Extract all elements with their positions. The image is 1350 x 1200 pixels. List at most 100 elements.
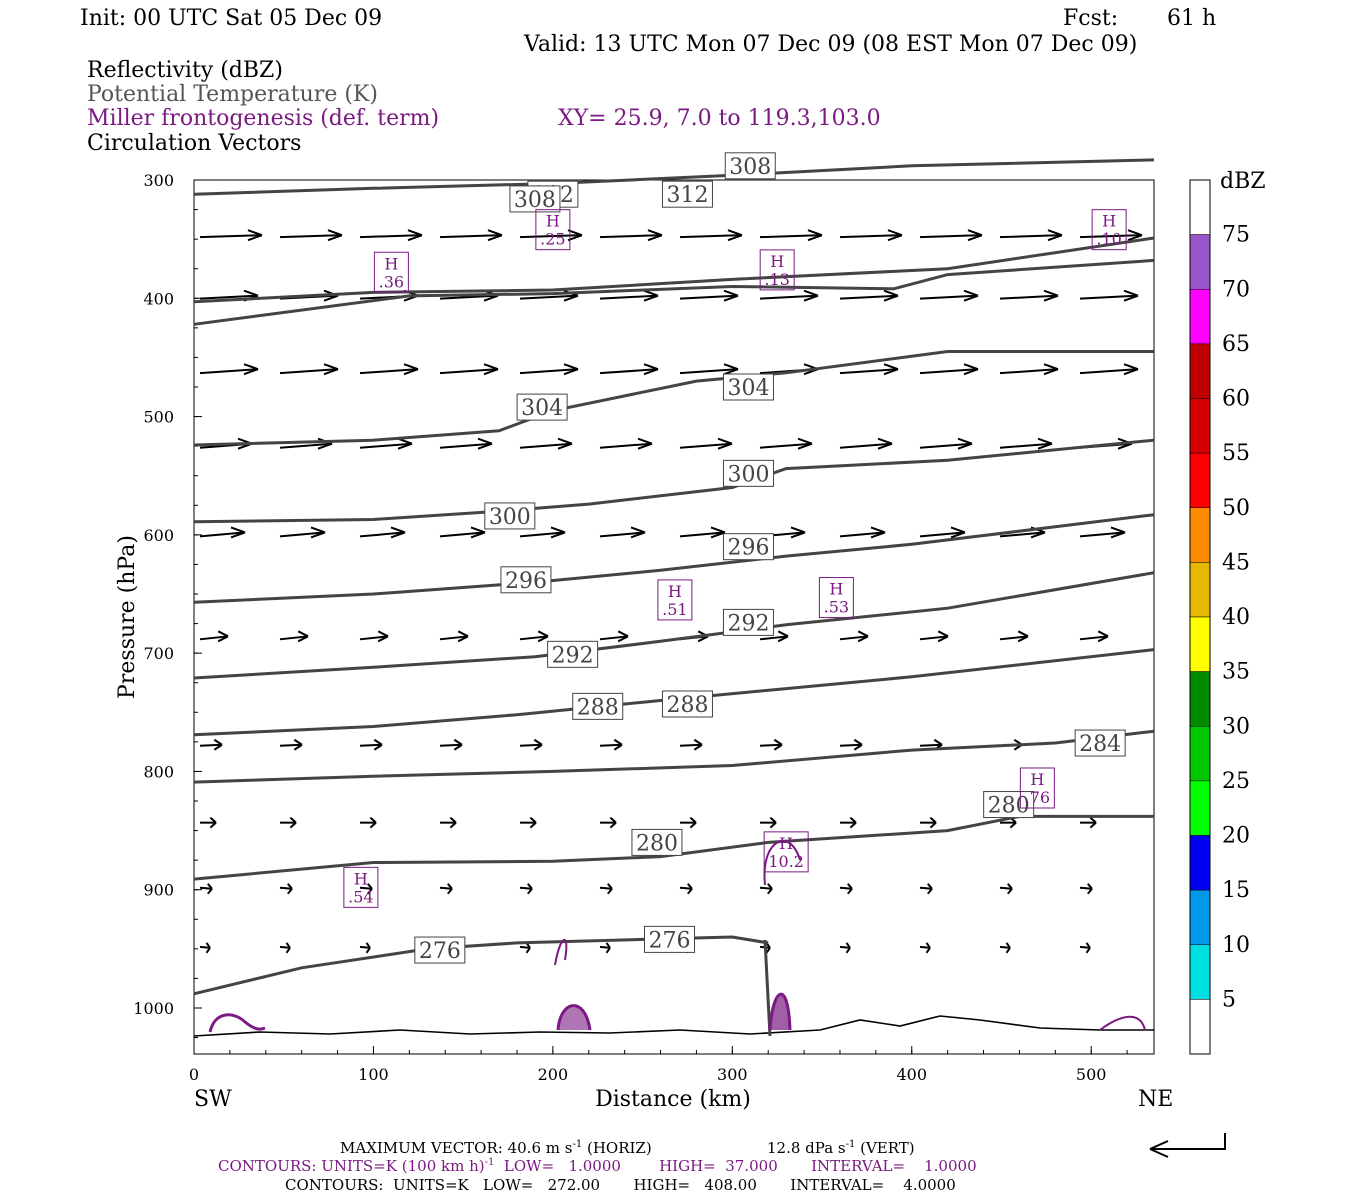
vector-arrowhead — [605, 942, 611, 954]
vector-arrowhead — [925, 942, 931, 954]
colorbar-segment — [1189, 835, 1211, 891]
x-end-left: SW — [194, 1087, 232, 1112]
fronto-blob — [554, 938, 568, 966]
vector-arrow — [999, 442, 1053, 449]
vector-arrowhead — [209, 816, 217, 829]
contour-label: 304 — [727, 376, 769, 401]
vector-arrow — [519, 442, 573, 449]
field-frontogenesis: Miller frontogenesis (def. term) — [87, 106, 439, 131]
vector-arrowhead — [727, 229, 743, 242]
contour-label-box — [572, 692, 624, 720]
valid-time: Valid: 13 UTC Mon 07 Dec 09 (08 EST Mon … — [523, 32, 1137, 57]
vector-arrowhead — [529, 816, 537, 829]
vector-arrow — [519, 531, 566, 538]
colorbar-segment — [1189, 562, 1211, 618]
fronto-max-value: 10.2 — [768, 852, 804, 871]
field-theta: Potential Temperature (K) — [87, 82, 378, 107]
contour-label: 304 — [521, 396, 563, 421]
vector-arrowhead — [470, 526, 486, 539]
y-tick-label: 800 — [143, 762, 174, 781]
vector-arrowhead — [247, 229, 263, 242]
x-tick-label: 300 — [717, 1065, 748, 1084]
vector-arrow — [679, 531, 726, 538]
vector-arrowhead — [723, 363, 739, 376]
vector-arrowhead — [693, 738, 703, 751]
vector-arrowhead — [1123, 363, 1139, 376]
fronto-max-box — [657, 579, 693, 621]
vector-arrow — [599, 635, 629, 641]
colorbar-label: 40 — [1222, 605, 1250, 630]
contour-label-box — [661, 690, 713, 718]
vector-arrow — [359, 234, 423, 239]
fronto-max-box — [1091, 209, 1127, 251]
vector-arrowhead — [213, 738, 223, 751]
vector-arrow — [199, 945, 211, 949]
vector-arrow — [839, 442, 893, 449]
vector-arrow — [759, 234, 823, 239]
vector-arrow — [599, 945, 611, 949]
vector-arrowhead — [845, 942, 851, 954]
vector-arrowhead — [287, 883, 293, 895]
vector-arrowhead — [297, 630, 309, 643]
vector-arrowhead — [1123, 289, 1139, 302]
fronto-max-h: H — [770, 252, 784, 271]
vector-arrowhead — [883, 289, 899, 302]
fcst-label: Fcst: — [1063, 6, 1118, 31]
contour-label-box — [724, 152, 776, 180]
vector-arrow — [359, 531, 406, 538]
vector-arrow — [519, 234, 583, 239]
colorbar-segment — [1189, 726, 1211, 782]
vector-arrow — [919, 635, 949, 641]
vector-arrowhead — [607, 883, 613, 895]
vector-arrow — [839, 743, 863, 747]
vector-arrow — [519, 743, 543, 747]
fronto-max-h: H — [546, 212, 560, 231]
vector-arrow — [839, 886, 853, 890]
vector-arrow — [359, 442, 413, 449]
contour-label: 296 — [505, 569, 547, 594]
vector-arrow — [439, 886, 453, 890]
vector-arrowhead — [853, 738, 863, 751]
vector-arrow — [1079, 945, 1091, 949]
contour-label-box — [547, 640, 599, 668]
colorbar-unit: dBZ — [1220, 169, 1266, 194]
x-axis-title: Distance (km) — [595, 1087, 751, 1112]
vector-arrow — [359, 743, 383, 747]
vector-arrowhead — [613, 738, 623, 751]
vector-arrow — [599, 886, 613, 890]
vector-arrowhead — [963, 289, 979, 302]
vector-arrowhead — [205, 942, 211, 954]
contour-label-box — [661, 180, 713, 208]
vector-arrow — [919, 531, 966, 538]
field-vectors: Circulation Vectors — [87, 131, 301, 156]
vector-arrowhead — [773, 738, 783, 751]
vector-arrowhead — [537, 630, 549, 643]
contour-label-box — [722, 459, 774, 487]
fronto-max-box — [818, 577, 854, 619]
vector-arrow — [999, 294, 1059, 300]
colorbar-segment — [1189, 616, 1211, 672]
vector-arrowhead — [327, 229, 343, 242]
colorbar-frame — [1189, 179, 1211, 1055]
vector-arrowhead — [790, 526, 806, 539]
vector-arrow — [279, 635, 309, 641]
x-tick-label: 200 — [538, 1065, 569, 1084]
vector-arrow — [599, 531, 646, 538]
vector-arrowhead — [483, 363, 499, 376]
fronto-max-h: H — [1102, 212, 1116, 231]
vector-arrowhead — [1043, 363, 1059, 376]
vector-arrowhead — [447, 883, 453, 895]
vector-arrow — [999, 368, 1059, 375]
x-tick-label: 100 — [358, 1065, 389, 1084]
reference-vector — [1150, 1133, 1226, 1150]
vector-arrow — [759, 743, 783, 747]
vector-arrowhead — [487, 229, 503, 242]
vector-arrowhead — [563, 363, 579, 376]
terrain-wall — [763, 939, 772, 1037]
vector-arrow — [199, 635, 229, 641]
vector-arrowhead — [1087, 883, 1093, 895]
contour-label-box — [722, 608, 774, 636]
fronto-max-box — [763, 831, 809, 873]
vector-arrow — [839, 635, 869, 641]
vector-arrowhead — [457, 630, 469, 643]
